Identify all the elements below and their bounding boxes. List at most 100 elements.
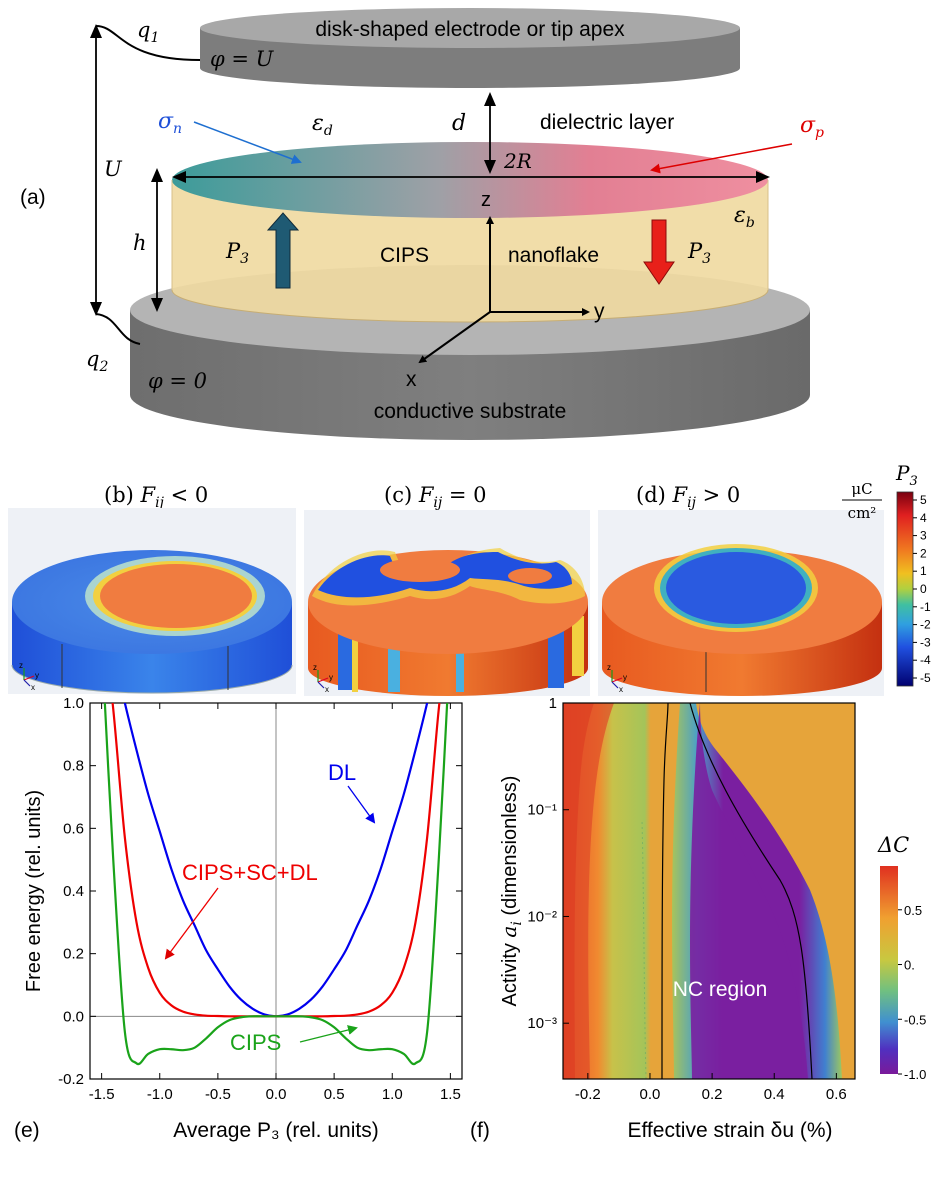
svg-text:x: x	[325, 685, 329, 694]
p3-unit-num: μC	[851, 480, 872, 498]
panel-c-render: z y x	[304, 510, 590, 696]
panel-b-render: z y x	[8, 508, 296, 694]
e-ytick-label: 0.8	[63, 758, 84, 775]
e-ytick-label: 1.0	[63, 695, 84, 712]
annotation-dl: DL	[328, 760, 356, 785]
f-ytick-label: 1	[549, 695, 557, 712]
p3-tick-label: -4	[920, 653, 931, 667]
svg-text:y: y	[623, 673, 627, 682]
phi-top-label: φ = U	[210, 47, 275, 71]
e-ytick-label: 0.4	[63, 883, 84, 900]
p3-tick-label: -3	[920, 635, 931, 649]
polarization-down-arrow	[643, 219, 675, 285]
u-label: U	[104, 157, 123, 181]
dc-tick-label: 0.5	[904, 903, 922, 918]
e-xtick-label: -1.0	[147, 1086, 173, 1103]
p3-tick-label: -5	[920, 671, 931, 685]
f-ticks: -0.2 0.0 0.2 0.4 0.6 1 10⁻¹ 10⁻² 10⁻³	[527, 695, 846, 1103]
q2-label: q2	[86, 347, 108, 375]
electrode-label: disk-shaped electrode or tip apex	[315, 18, 625, 41]
eps-b-label: εb	[734, 203, 755, 231]
p3-right-label: P3	[687, 239, 711, 267]
p3-tick-label: 1	[920, 564, 927, 578]
dielectric-label: dielectric layer	[540, 111, 674, 134]
two-r-label: 2R	[503, 149, 532, 173]
series-line-cips	[103, 703, 449, 1066]
annotation-cips: CIPS	[230, 1030, 281, 1055]
nc-boundary-left	[661, 703, 669, 1079]
e-xtick-label: -1.5	[89, 1086, 115, 1103]
axis-triad-c: z y x	[313, 663, 333, 694]
dc-colorbar-ticks: 0.5 0. -0.5 -1.0	[898, 903, 926, 1082]
p3-unit-den: cm²	[848, 504, 877, 522]
cips-nanoflake	[171, 142, 769, 323]
p3-tick-label: 5	[920, 493, 927, 507]
eps-d-label: εd	[312, 111, 333, 139]
sigma-p-arrow	[650, 143, 793, 174]
panel-a-label: (a)	[20, 186, 46, 209]
e-xtick-label: 0.0	[266, 1086, 287, 1103]
dc-colorbar: ΔC 0.5 0. -0.5 -1.0	[877, 833, 926, 1082]
dc-tick-label: 0.	[904, 958, 915, 973]
e-xlabel: Average P₃ (rel. units)	[173, 1119, 378, 1142]
sigma-n-arrow	[193, 121, 302, 164]
f-ytick-label: 10⁻³	[527, 1015, 557, 1032]
e-xtick-label: 1.0	[382, 1086, 403, 1103]
p3-tick-label: 2	[920, 546, 927, 560]
p3-tick-label: -1	[920, 600, 931, 614]
f-xtick-label: 0.4	[764, 1086, 785, 1103]
h-label: h	[133, 231, 147, 255]
x-axis-label: x	[406, 368, 417, 391]
e-ytick-label: -0.2	[58, 1071, 84, 1088]
e-xtick-label: 0.5	[324, 1086, 345, 1103]
y-axis-label: y	[594, 300, 605, 323]
f-panel-label: (f)	[470, 1119, 490, 1142]
panel-d-render: z y x	[598, 510, 884, 696]
f-xtick-label: -0.2	[575, 1086, 601, 1103]
nc-boundary-right	[689, 703, 813, 1079]
f-xtick-label: 0.0	[640, 1086, 661, 1103]
f-ylabel: Activity ai (dimensionless)	[497, 776, 525, 1007]
panel-b-title: (b) Fij < 0	[104, 483, 208, 511]
svg-text:z: z	[607, 663, 611, 672]
p3-colorbar: P3 μC cm² 5 4 3 2 1 0 -1 -2 -3 -4 -5	[842, 461, 931, 687]
e-ylabel: Free energy (rel. units)	[23, 790, 45, 992]
panel-e: -1.5 -1.0 -0.5 0.0 0.5 1.0 1.5 1.0 0.8 0.6 0.4 0.2 0…	[14, 695, 463, 1142]
e-ytick-label: 0.2	[63, 946, 84, 963]
polarization-up-arrow	[266, 212, 300, 289]
phi-bottom-label: φ = 0	[148, 369, 207, 393]
p3-tick-label: 3	[920, 529, 927, 543]
svg-text:z: z	[313, 663, 317, 672]
p3-colorbar-ticks: 5 4 3 2 1 0 -1 -2 -3 -4 -5	[913, 493, 931, 685]
top-electrode	[200, 8, 740, 88]
svg-text:x: x	[619, 685, 623, 694]
panels-bcd: (b) Fij < 0 (c) Fij = 0 (d) Fij > 0 z y …	[8, 461, 931, 696]
panel-d-title: (d) Fij > 0	[636, 483, 740, 511]
dc-tick-label: -0.5	[904, 1012, 926, 1027]
z-axis-label: z	[481, 189, 491, 211]
sigma-p-label: σp	[800, 113, 824, 141]
d-label: d	[452, 111, 466, 136]
nc-region-label: NC region	[673, 978, 768, 1001]
annotation-cips-sc-dl: CIPS+SC+DL	[182, 860, 318, 885]
svg-text:y: y	[35, 671, 39, 680]
e-panel-label: (e)	[14, 1119, 40, 1142]
x-axis-line	[418, 311, 491, 364]
panel-c-title: (c) Fij = 0	[384, 483, 487, 511]
p3-colorbar-title: P3	[895, 461, 918, 489]
nanoflake-label: nanoflake	[508, 244, 599, 267]
wire-top	[95, 25, 201, 61]
svg-text:x: x	[31, 683, 35, 692]
e-ytick-label: 0.0	[63, 1008, 84, 1025]
wire-bottom	[95, 313, 141, 345]
e-series-group	[103, 703, 449, 1066]
dc-tick-label: -1.0	[904, 1067, 926, 1082]
sigma-n-label: σn	[158, 109, 182, 137]
cips-label: CIPS	[380, 244, 429, 267]
p3-tick-label: 0	[920, 582, 927, 596]
q1-label: q1	[137, 18, 159, 46]
e-xtick-label: -0.5	[205, 1086, 231, 1103]
axis-triad-d: z y x	[607, 663, 627, 694]
